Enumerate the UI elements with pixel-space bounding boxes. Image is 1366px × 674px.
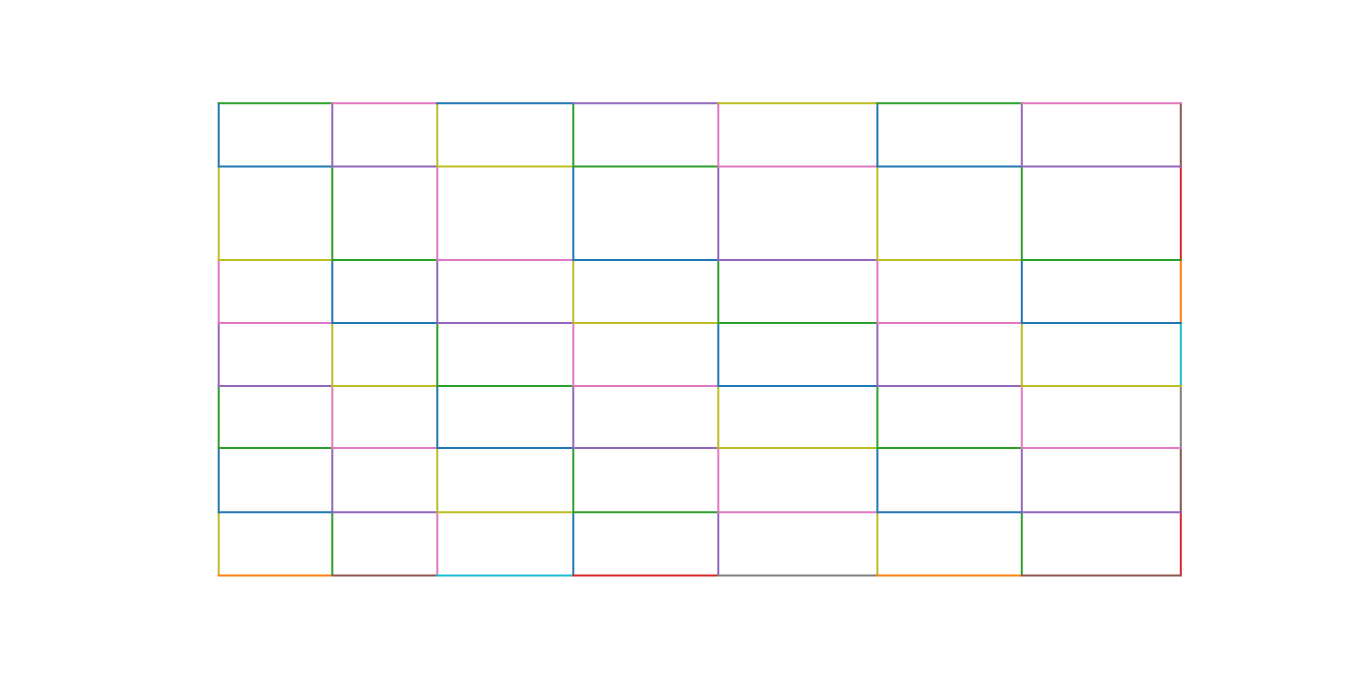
figure-canvas (217, 102, 1182, 577)
grid-table-plot (217, 102, 1182, 577)
